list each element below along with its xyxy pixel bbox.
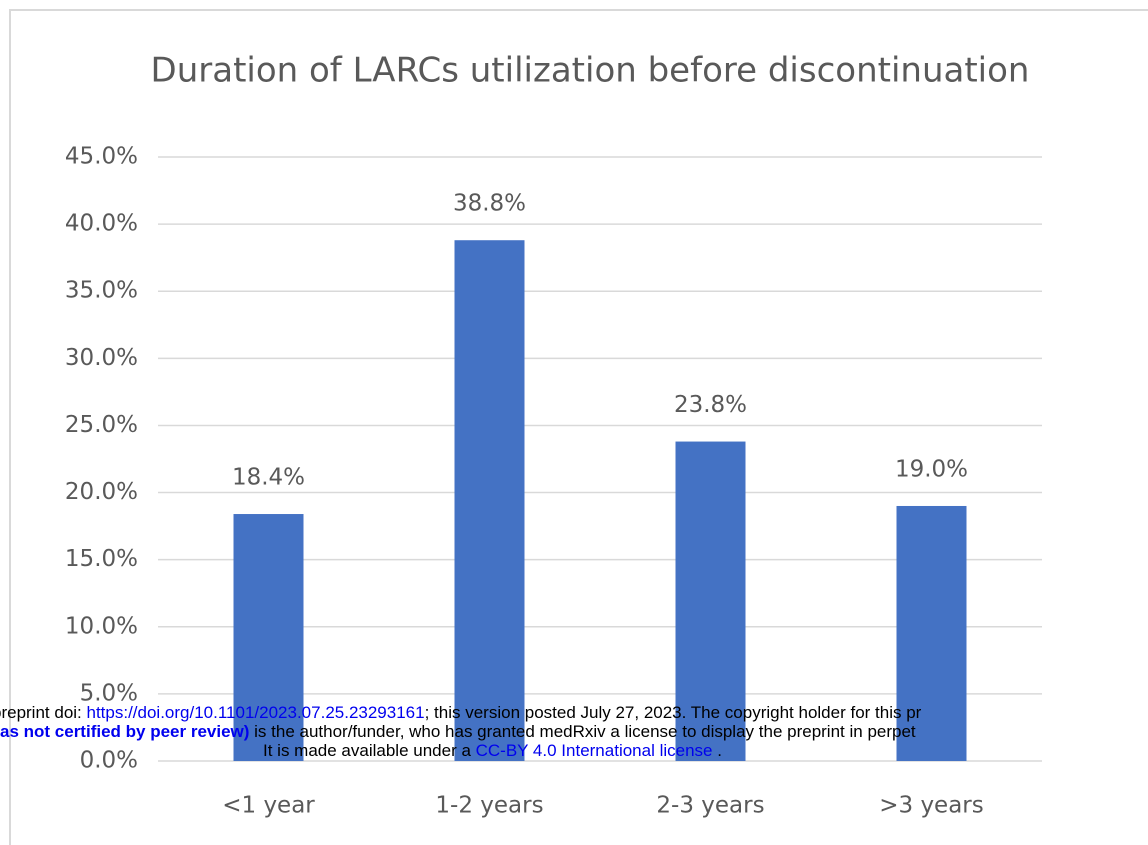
plot-area: 0.0% 5.0% 10.0% 15.0% 20.0% 25.0% 30.0% 35.0% 40… bbox=[65, 144, 1042, 819]
preprint-notice: preprint doi: https://doi.org/10.1101/20… bbox=[0, 703, 922, 760]
y-tick-label: 45.0% bbox=[65, 144, 138, 170]
y-tick-label: 15.0% bbox=[65, 546, 138, 572]
y-tick-label: 30.0% bbox=[65, 345, 138, 371]
notice-text: . bbox=[713, 741, 722, 760]
doi-link[interactable]: https://doi.org/10.1101/2023.07.25.23293… bbox=[87, 703, 425, 722]
notice-line: It is made available under a CC-BY 4.0 I… bbox=[263, 741, 722, 760]
y-tick-label: 35.0% bbox=[65, 278, 138, 304]
data-label: 18.4% bbox=[232, 465, 305, 491]
chart-title: Duration of LARCs utilization before dis… bbox=[151, 51, 1030, 91]
x-tick-label: 2-3 years bbox=[656, 793, 764, 819]
data-label: 19.0% bbox=[895, 456, 968, 482]
notice-bold: as not certified by peer review) bbox=[0, 722, 249, 741]
y-tick-label: 5.0% bbox=[80, 680, 138, 706]
bar bbox=[233, 514, 304, 761]
data-label: 23.8% bbox=[674, 392, 747, 418]
y-tick-label: 10.0% bbox=[65, 613, 138, 639]
bar bbox=[675, 441, 746, 761]
data-label: 38.8% bbox=[453, 191, 526, 217]
notice-text: ; this version posted July 27, 2023. The… bbox=[425, 703, 922, 722]
notice-text: It is made available under a bbox=[263, 741, 476, 760]
notice-line: as not certified by peer review) is the … bbox=[0, 722, 916, 741]
y-tick-label: 0.0% bbox=[80, 748, 138, 774]
x-tick-label: <1 year bbox=[222, 793, 315, 819]
notice-line: preprint doi: https://doi.org/10.1101/20… bbox=[0, 703, 922, 722]
y-tick-label: 20.0% bbox=[65, 479, 138, 505]
y-tick-label: 40.0% bbox=[65, 211, 138, 237]
license-link[interactable]: CC-BY 4.0 International license bbox=[476, 741, 713, 760]
x-tick-label: 1-2 years bbox=[435, 793, 543, 819]
x-tick-label: >3 years bbox=[879, 793, 984, 819]
y-tick-label: 25.0% bbox=[65, 412, 138, 438]
bar bbox=[896, 505, 967, 761]
notice-text: is the author/funder, who has granted me… bbox=[249, 722, 915, 741]
notice-text: preprint doi: bbox=[0, 703, 87, 722]
bar bbox=[454, 240, 525, 761]
